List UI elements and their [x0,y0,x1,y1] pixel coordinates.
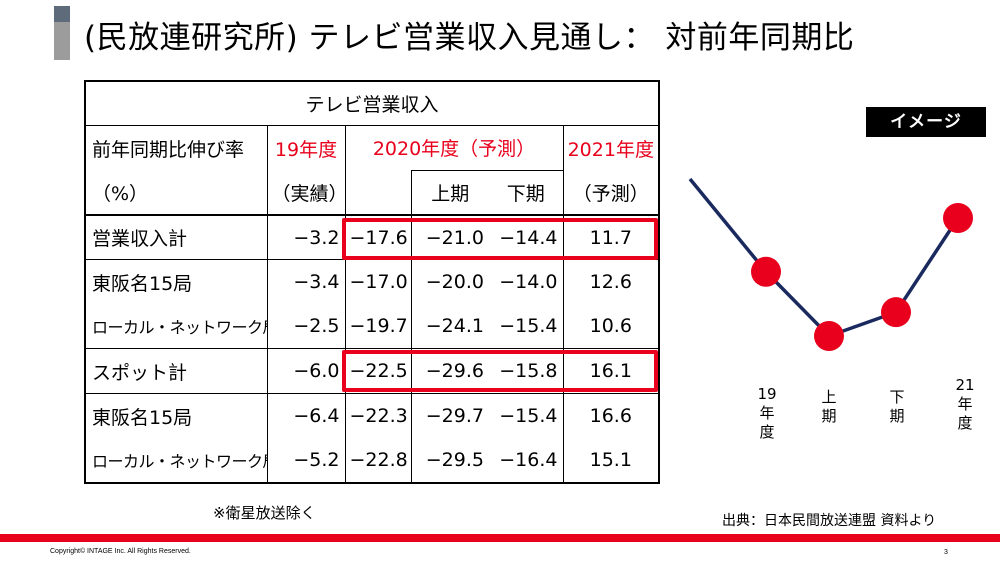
col-sub-19: （実績） [266,170,346,216]
table-row: 東阪名15局 −6.4 −22.3 −29.7 −15.4 16.6 [84,393,661,439]
col-header-2021: 2021年度 [562,125,661,171]
cell-2021: 12.6 [562,259,661,305]
trend-marker-3 [943,203,973,233]
cell-2020: −22.3 [344,393,412,439]
source-citation: 出典：日本民間放送連盟 資料より [722,513,937,529]
cell-h1: −29.6 [410,348,489,395]
cell-h2: −16.4 [489,438,564,484]
title-accent-cap [54,6,70,22]
col-header-h2: 下期 [489,169,564,216]
table-caption: テレビ営業収入 [83,80,661,127]
trend-chart [688,177,973,351]
cell-h1: −24.1 [410,304,489,350]
trend-line-lead [688,177,768,273]
row-label: スポット計 [84,348,268,395]
unit-label: （%） [84,170,268,216]
x-label-h1: 上期 [821,388,837,425]
highlight-box-total [342,218,658,260]
cell-h2: −15.8 [489,348,564,395]
metric-label: 前年同期比伸び率 [84,125,268,171]
table-row: ローカル・ネットワーク局 −2.5 −19.7 −24.1 −15.4 10.6 [84,304,661,350]
cell-19: −3.2 [266,214,346,260]
x-label-21: 21 年度 [955,376,975,432]
col-sub-2020-empty [344,170,412,216]
x-label-h2: 下期 [889,388,905,425]
row-label: 東阪名15局 [84,259,268,305]
table-row: スポット計 −6.0 −22.5 −29.6 −15.8 16.1 [84,348,661,395]
cell-2020: −19.7 [344,304,412,350]
image-badge: イメージ [866,107,986,137]
col-header-19: 19年度 [266,125,346,171]
cell-h2: −15.4 [489,393,564,439]
cell-19: −6.0 [266,348,346,395]
cell-h2: −15.4 [489,304,564,350]
table-row: 東阪名15局 −3.4 −17.0 −20.0 −14.0 12.6 [84,259,661,305]
col-header-2020: 2020年度（予測） [344,125,564,171]
trend-line [764,217,960,339]
highlight-box-spot [342,350,658,392]
cell-2021: 16.6 [562,393,661,439]
table-row: ローカル・ネットワーク局 −5.2 −22.8 −29.5 −16.4 15.1 [84,438,661,484]
cell-19: −2.5 [266,304,346,350]
cell-2020: −22.5 [344,348,412,395]
row-label: ローカル・ネットワーク局 [84,438,268,484]
cell-h1: −29.5 [410,438,489,484]
cell-2021: 10.6 [562,304,661,350]
footer-accent-bar [0,534,1000,542]
row-label: 営業収入計 [84,214,268,260]
slide-title: (民放連研究所) テレビ営業収入見通し： 対前年同期比 [84,20,855,56]
cell-19: −3.4 [266,259,346,305]
x-label-19: 19 年度 [757,385,777,441]
row-label: ローカル・ネットワーク局 [84,304,268,350]
footnote: ※衛星放送除く [213,504,316,522]
cell-h1: −20.0 [410,259,489,305]
revenue-table: テレビ営業収入 前年同期比伸び率 19年度 2020年度（予測） 2021年度 … [83,80,661,484]
cell-19: −6.4 [266,393,346,439]
col-sub-2021: （予測） [562,170,661,216]
cell-h2: −14.0 [489,259,564,305]
trend-marker-0 [751,256,781,287]
row-label: 東阪名15局 [84,393,268,439]
col-header-h1: 上期 [410,169,489,216]
trend-marker-1 [814,321,844,351]
cell-19: −5.2 [266,438,346,484]
cell-h1: −29.7 [410,393,489,439]
cell-2020: −17.0 [344,259,412,305]
cell-2020: −22.8 [344,438,412,484]
cell-2021: 16.1 [562,348,661,395]
page-number: 3 [944,549,948,556]
trend-marker-2 [881,297,911,328]
copyright-text: Copyright© INTAGE Inc. All Rights Reserv… [50,548,191,555]
cell-2021: 15.1 [562,438,661,484]
